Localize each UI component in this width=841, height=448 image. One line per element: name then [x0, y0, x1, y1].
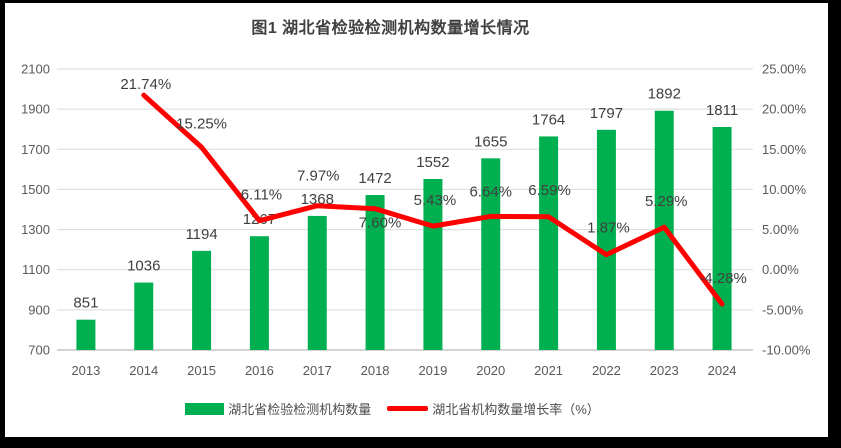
legend-label-bars: 湖北省检验检测机构数量: [228, 402, 372, 417]
chart-background: [5, 3, 828, 437]
line-series-swatch-icon: [387, 406, 429, 411]
legend-item-bars: 湖北省检验检测机构数量: [185, 399, 371, 418]
chart-title: 图1 湖北省检验检测机构数量增长情况: [251, 20, 530, 37]
bar-series-swatch-icon: [185, 402, 225, 415]
chart-legend: 湖北省检验检测机构数量 湖北省机构数量增长率（%）: [0, 399, 841, 418]
legend-label-line: 湖北省机构数量增长率（%）: [432, 402, 600, 417]
legend-item-line: 湖北省机构数量增长率（%）: [387, 399, 600, 418]
